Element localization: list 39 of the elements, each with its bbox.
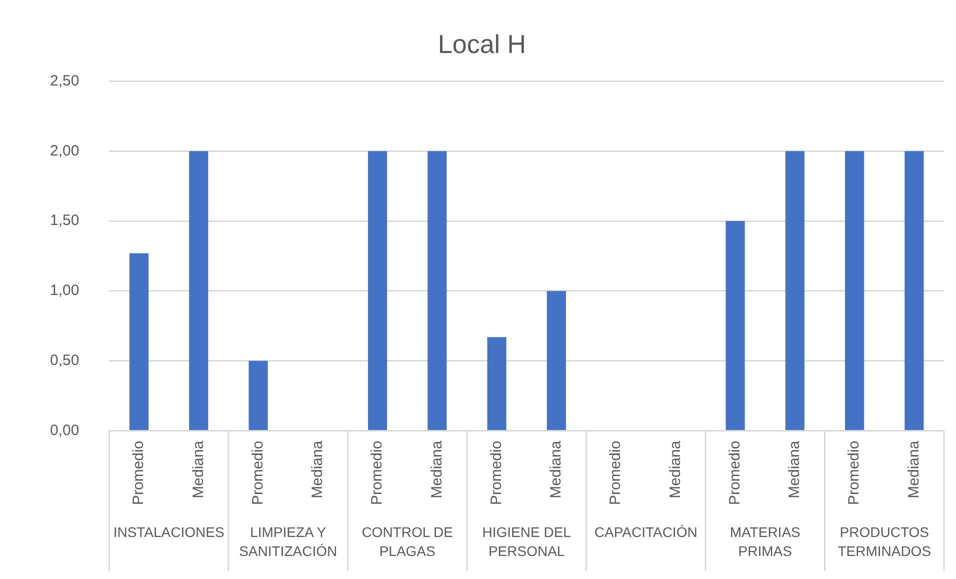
x-tick-label: Promedio xyxy=(726,440,744,506)
x-tick-label: Mediana xyxy=(309,440,326,498)
bar xyxy=(546,290,566,430)
chart-title: Local H xyxy=(438,28,526,59)
bar xyxy=(845,151,864,430)
x-tick-label: Mediana xyxy=(666,440,684,498)
y-tick-label: 0,00 xyxy=(50,422,80,439)
text: PRODUCTOS TERMINADOS xyxy=(838,524,932,559)
bar xyxy=(248,360,268,430)
x-tick-label: Promedio xyxy=(130,440,148,506)
y-tick-label: 1,00 xyxy=(50,282,80,300)
text: LIMPIEZA Y SANITIZACIÓN xyxy=(239,524,338,559)
x-tick-label: Promedio xyxy=(846,440,863,506)
text: CAPACITACIÓN xyxy=(594,524,698,540)
x-tick-label: Mediana xyxy=(548,440,565,498)
bar xyxy=(368,151,388,430)
bar xyxy=(189,151,208,430)
x-tick-label: Promedio xyxy=(368,440,386,506)
text: CONTROL DE PLAGAS xyxy=(362,524,453,559)
bar xyxy=(487,337,506,430)
bar xyxy=(428,151,447,430)
y-tick-label: 2,50 xyxy=(50,72,80,90)
y-tick-label: 0,50 xyxy=(50,352,80,370)
x-tick-label: Promedio xyxy=(607,440,624,506)
x-tick-label: Mediana xyxy=(428,440,446,498)
y-tick-label: 1,50 xyxy=(50,212,80,230)
text: INSTALACIONES xyxy=(113,524,224,540)
x-tick-label: Mediana xyxy=(190,440,207,498)
x-tick-label: Promedio xyxy=(488,440,505,506)
text: HIGIENE DEL PERSONAL xyxy=(482,524,572,559)
text: MATERIAS PRIMAS xyxy=(730,524,800,559)
y-tick-label: 2,00 xyxy=(50,142,80,160)
x-tick-label: Mediana xyxy=(786,440,804,498)
bar xyxy=(129,253,149,430)
x-tick-label: Mediana xyxy=(905,440,922,498)
bar xyxy=(904,151,924,430)
bar xyxy=(726,221,745,430)
x-tick-label: Promedio xyxy=(249,440,266,506)
bar xyxy=(785,151,804,430)
